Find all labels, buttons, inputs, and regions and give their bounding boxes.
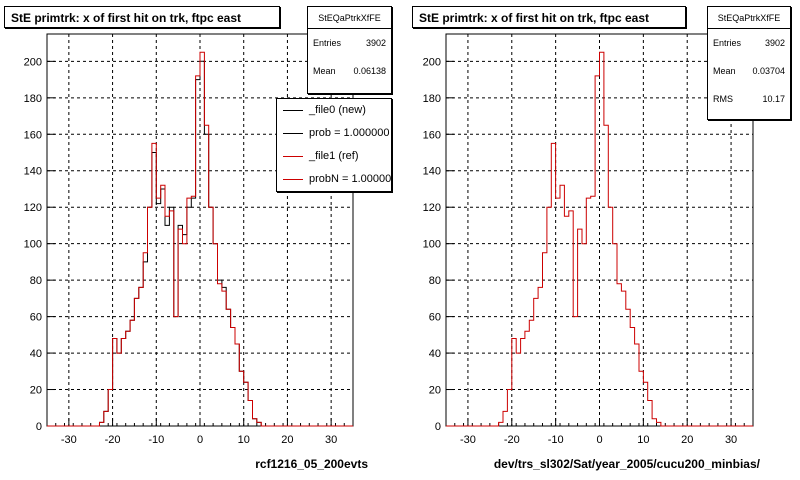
- left-stats-box: StEQaPtrkXfFE Entries 3902 Mean 0.06138: [307, 6, 392, 94]
- left-stats-value: 3902: [365, 38, 386, 48]
- x-tick-label: 20: [681, 434, 693, 446]
- legend-entry: _file0 (new): [277, 99, 391, 122]
- y-tick-label: 160: [24, 129, 42, 141]
- right-stats-name: StEQaPtrkXfFE: [708, 7, 790, 29]
- x-tick-label: 0: [596, 434, 602, 446]
- right-stats-value: 3902: [764, 38, 785, 48]
- left-stats-label: Mean: [313, 66, 336, 76]
- right-chart-title: StE primtrk: x of first hit on trk, ftpc…: [412, 6, 686, 28]
- x-tick-label: -20: [105, 434, 121, 446]
- left-stats-value: 0.06138: [353, 66, 386, 76]
- x-tick-label: -20: [504, 434, 520, 446]
- y-tick-label: 100: [24, 239, 42, 251]
- y-tick-label: 0: [435, 421, 441, 433]
- legend-entry: _file1 (ref): [277, 145, 391, 168]
- plot-frame: [445, 33, 754, 427]
- left-chart-title: StE primtrk: x of first hit on trk, ftpc…: [4, 6, 280, 28]
- y-tick-label: 0: [36, 421, 42, 433]
- left-stats-row-entries: Entries 3902: [308, 29, 391, 57]
- right-stats-value: 10.17: [762, 94, 785, 104]
- legend-line-marker: [283, 156, 303, 157]
- right-stats-row-mean: Mean 0.03704: [708, 57, 790, 85]
- legend-label: _file0 (new): [309, 104, 366, 116]
- right-stats-label: Entries: [713, 38, 742, 48]
- legend-box: _file0 (new) prob = 1.000000 _file1 (ref…: [276, 98, 392, 192]
- y-tick-label: 160: [423, 129, 441, 141]
- y-tick-label: 20: [30, 385, 42, 397]
- y-tick-label: 100: [423, 239, 441, 251]
- y-tick-label: 40: [429, 348, 441, 360]
- y-tick-label: 20: [429, 385, 441, 397]
- x-tick-label: -30: [61, 434, 77, 446]
- histogram-series-file1-ref: [47, 51, 353, 427]
- right-stats-value: 0.03704: [752, 66, 785, 76]
- legend-label: probN = 1.000000: [309, 173, 392, 185]
- left-stats-name: StEQaPtrkXfFE: [308, 7, 391, 29]
- legend-line-marker: [283, 133, 303, 134]
- y-tick-label: 80: [429, 275, 441, 287]
- x-tick-label: 30: [725, 434, 737, 446]
- right-histogram-panel: -30 -20 -10 0 10 20 30 0 20 40 60 80 100 120 140 160 180…: [400, 0, 800, 480]
- x-tick-label: 20: [281, 434, 293, 446]
- right-stats-label: Mean: [713, 66, 736, 76]
- y-tick-label: 180: [24, 93, 42, 105]
- y-tick-label: 140: [24, 166, 42, 178]
- y-tick-label: 60: [30, 312, 42, 324]
- legend-entry: prob = 1.000000: [277, 122, 391, 145]
- right-stats-box: StEQaPtrkXfFE Entries 3902 Mean 0.03704 …: [707, 6, 791, 120]
- left-stats-label: Entries: [313, 38, 342, 48]
- legend-line-marker: [283, 110, 303, 111]
- y-tick-label: 60: [429, 312, 441, 324]
- y-tick-label: 180: [423, 93, 441, 105]
- right-stats-row-entries: Entries 3902: [708, 29, 790, 57]
- x-tick-label: -30: [460, 434, 476, 446]
- y-tick-label: 80: [30, 275, 42, 287]
- y-tick-label: 40: [30, 348, 42, 360]
- left-histogram-panel: -30 -20 -10 0 10 20 30 0 20 40 60 80 100 120 140 160 180…: [4, 6, 392, 471]
- legend-entry: probN = 1.000000: [277, 168, 391, 191]
- x-tick-label: -10: [548, 434, 564, 446]
- x-tick-label: 10: [238, 434, 250, 446]
- right-stats-label: RMS: [713, 94, 733, 104]
- right-histogram-plot: -30 -20 -10 0 10 20 30 0 20 40 60 80 100 120 140 160 180…: [423, 33, 754, 446]
- y-tick-label: 200: [423, 56, 441, 68]
- y-tick-label: 200: [24, 56, 42, 68]
- x-tick-label: 30: [325, 434, 337, 446]
- legend-line-marker: [283, 179, 303, 180]
- x-tick-label: 10: [637, 434, 649, 446]
- x-tick-label: -10: [148, 434, 164, 446]
- y-tick-label: 140: [423, 166, 441, 178]
- left-stats-row-mean: Mean 0.06138: [308, 57, 391, 85]
- legend-label: _file1 (ref): [309, 150, 359, 162]
- legend-label: prob = 1.000000: [309, 127, 390, 139]
- x-tick-label: 0: [197, 434, 203, 446]
- right-stats-row-rms: RMS 10.17: [708, 85, 790, 113]
- right-x-axis-label: dev/trs_sl302/Sat/year_2005/cucu200_minb…: [493, 457, 760, 471]
- histogram-series-file1-ref: [446, 51, 753, 427]
- left-x-axis-label: rcf1216_05_200evts: [255, 457, 368, 471]
- y-tick-label: 120: [24, 202, 42, 214]
- y-tick-label: 120: [423, 202, 441, 214]
